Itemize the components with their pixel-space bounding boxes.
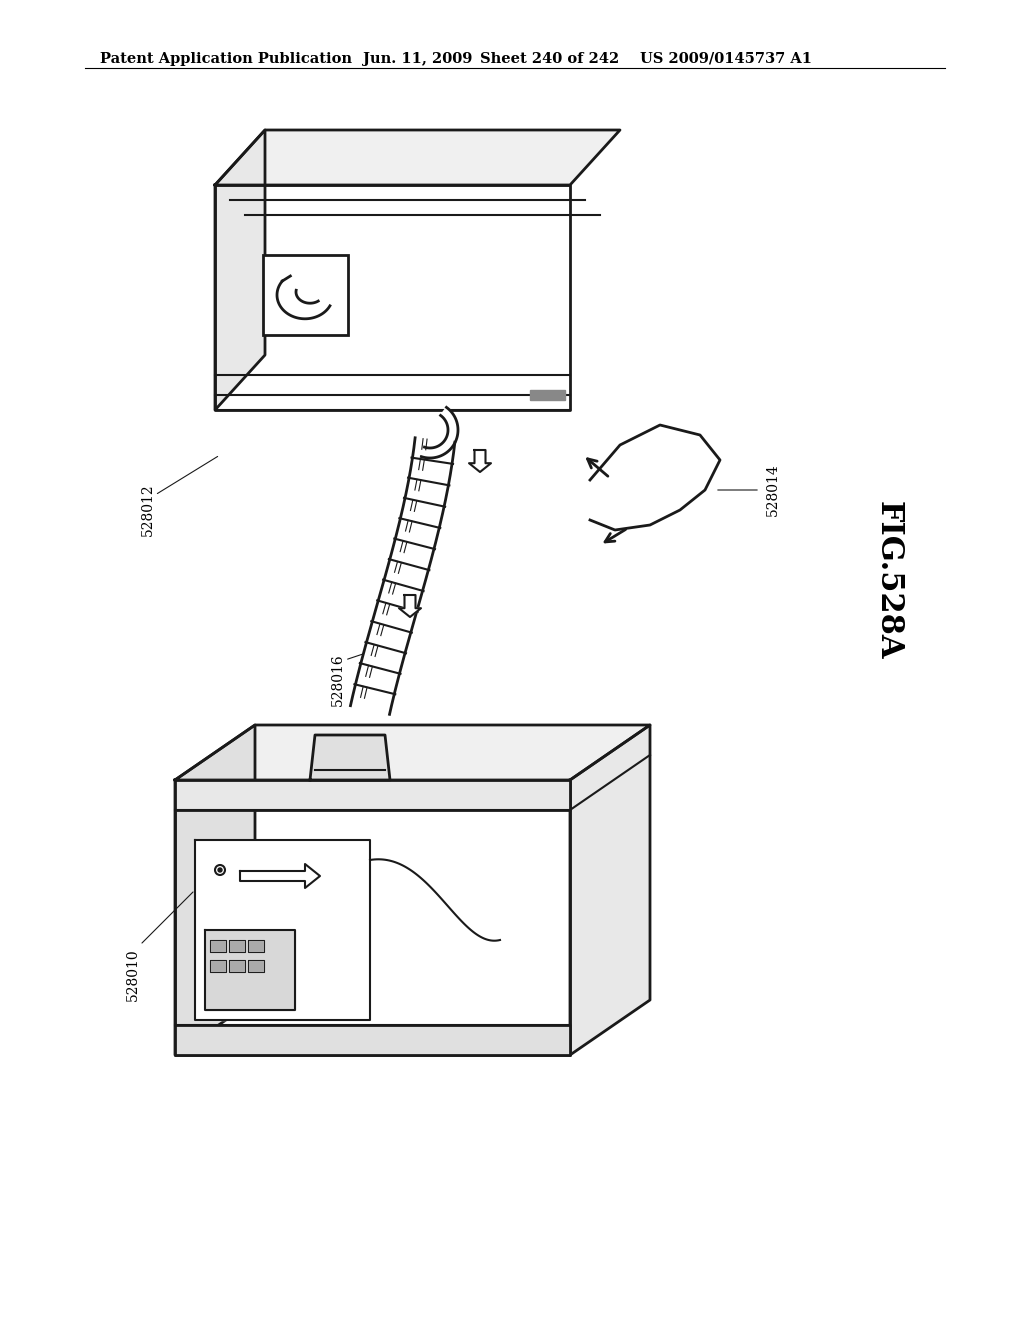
Text: Jun. 11, 2009: Jun. 11, 2009 bbox=[362, 51, 472, 66]
Text: 528012: 528012 bbox=[141, 483, 155, 536]
Polygon shape bbox=[195, 840, 370, 1020]
Polygon shape bbox=[469, 450, 490, 473]
Polygon shape bbox=[350, 438, 455, 714]
Polygon shape bbox=[175, 725, 255, 1055]
Circle shape bbox=[218, 869, 222, 873]
Polygon shape bbox=[215, 129, 265, 411]
Text: 528014: 528014 bbox=[766, 463, 780, 516]
Polygon shape bbox=[310, 735, 390, 780]
Polygon shape bbox=[248, 960, 264, 972]
Polygon shape bbox=[215, 185, 570, 411]
Text: 528016: 528016 bbox=[331, 653, 345, 706]
Polygon shape bbox=[215, 129, 620, 185]
Polygon shape bbox=[570, 725, 650, 1055]
Text: 528010: 528010 bbox=[126, 949, 140, 1002]
Polygon shape bbox=[229, 940, 245, 952]
Bar bbox=[263, 255, 348, 335]
Polygon shape bbox=[175, 1026, 570, 1055]
Text: US 2009/0145737 A1: US 2009/0145737 A1 bbox=[640, 51, 812, 66]
Polygon shape bbox=[240, 865, 319, 888]
Polygon shape bbox=[399, 595, 421, 616]
Polygon shape bbox=[205, 931, 295, 1010]
Polygon shape bbox=[248, 940, 264, 952]
Text: Patent Application Publication: Patent Application Publication bbox=[100, 51, 352, 66]
Polygon shape bbox=[421, 408, 458, 458]
Circle shape bbox=[215, 865, 225, 875]
Polygon shape bbox=[210, 960, 226, 972]
Polygon shape bbox=[175, 780, 570, 810]
Polygon shape bbox=[175, 725, 650, 780]
Polygon shape bbox=[229, 960, 245, 972]
Polygon shape bbox=[175, 780, 570, 1055]
Polygon shape bbox=[210, 940, 226, 952]
Text: FIG.528A: FIG.528A bbox=[872, 500, 903, 659]
Text: Sheet 240 of 242: Sheet 240 of 242 bbox=[480, 51, 620, 66]
Polygon shape bbox=[530, 389, 565, 400]
